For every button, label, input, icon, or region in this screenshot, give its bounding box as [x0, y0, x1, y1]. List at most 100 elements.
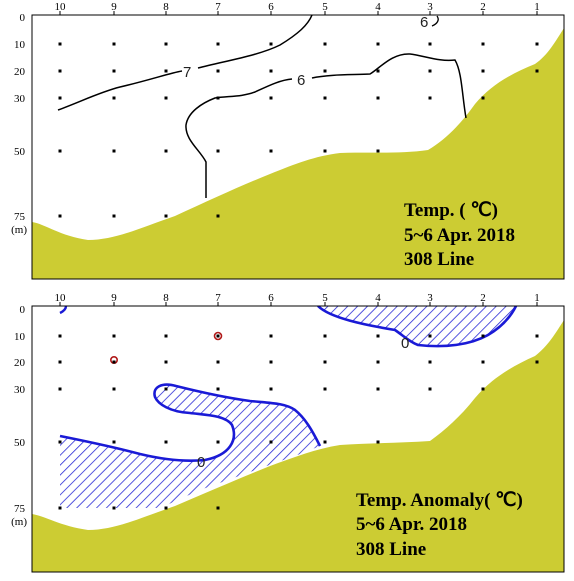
- depth-label: 10: [14, 331, 26, 343]
- sample-dot: [535, 360, 539, 364]
- sample-dot: [112, 506, 116, 510]
- station-label: 8: [163, 1, 169, 13]
- depth-label: 0: [20, 304, 26, 316]
- anomaly-frame: [31, 305, 565, 573]
- temp-contour-label: 6: [297, 72, 305, 89]
- sample-dot: [58, 387, 62, 391]
- depth-label: 0: [20, 12, 26, 24]
- sample-dot: [323, 42, 327, 46]
- temp-depth-labels: 0 10 20 30 50 75(m): [11, 12, 27, 236]
- sample-dot: [112, 214, 116, 218]
- sample-dot: [323, 69, 327, 73]
- sample-dot: [481, 96, 485, 100]
- sample-dot: [164, 506, 168, 510]
- temp-title-line-2: 5~6 Apr. 2018: [404, 225, 515, 246]
- sample-dot: [535, 42, 539, 46]
- sample-dot: [323, 387, 327, 391]
- station-label: 9: [111, 292, 117, 304]
- anomaly-contour-0-top: [317, 306, 518, 348]
- depth-unit-label: (m): [11, 516, 27, 528]
- sample-dot: [58, 42, 62, 46]
- depth-label: 20: [14, 66, 26, 78]
- sample-dot: [428, 96, 432, 100]
- station-label: 2: [480, 1, 486, 13]
- station-label: 10: [55, 1, 67, 13]
- sample-dot: [58, 506, 62, 510]
- station-label: 1: [534, 1, 540, 13]
- sample-dot: [112, 69, 116, 73]
- sample-dot: [164, 96, 168, 100]
- sample-dot: [535, 334, 539, 338]
- sample-dot: [323, 440, 327, 444]
- sample-dot: [164, 69, 168, 73]
- sample-dot: [112, 96, 116, 100]
- depth-label: 30: [14, 384, 26, 396]
- temp-sample-dots: [58, 42, 539, 218]
- sample-dot: [58, 440, 62, 444]
- sample-dot: [58, 334, 62, 338]
- sample-dot: [216, 42, 220, 46]
- sample-dot: [164, 334, 168, 338]
- anomaly-section-panel: 10 9 8 7 6 5 4 3 2 1 0 10 20 30 50 75(m) 0 0 Temp. Ano…: [11, 292, 565, 573]
- sample-dot: [376, 387, 380, 391]
- sample-dot: [216, 69, 220, 73]
- station-label: 4: [375, 292, 381, 304]
- sample-dot: [216, 387, 220, 391]
- anomaly-contour-label: 0: [197, 454, 205, 471]
- temp-frame: [31, 14, 565, 280]
- station-label: 5: [322, 1, 328, 13]
- sample-dot: [216, 214, 220, 218]
- station-label: 5: [322, 292, 328, 304]
- station-label: 4: [375, 1, 381, 13]
- sample-dot: [164, 387, 168, 391]
- station-label: 2: [480, 292, 486, 304]
- temp-title-line-3: 308 Line: [404, 249, 474, 270]
- anomaly-hatched-region-left: [60, 384, 320, 508]
- anomaly-seafloor-land: [32, 320, 564, 572]
- sample-dot: [58, 96, 62, 100]
- depth-label: 75: [14, 211, 26, 223]
- sample-dot: [164, 440, 168, 444]
- sample-dot: [269, 334, 273, 338]
- temp-contour-7: [57, 15, 313, 111]
- sample-dot: [269, 69, 273, 73]
- sample-dot: [216, 96, 220, 100]
- station-label: 6: [268, 1, 274, 13]
- depth-label: 20: [14, 357, 26, 369]
- sample-dot: [376, 96, 380, 100]
- anomaly-title-line-2: 5~6 Apr. 2018: [356, 514, 467, 535]
- sample-dot: [58, 214, 62, 218]
- sample-dot: [269, 387, 273, 391]
- temp-title-line-1: Temp. ( ℃): [404, 200, 498, 221]
- station-label: 6: [268, 292, 274, 304]
- temp-station-ticks: [59, 11, 538, 15]
- depth-label: 10: [14, 39, 26, 51]
- anomaly-station-labels: 10 9 8 7 6 5 4 3 2 1: [55, 292, 540, 304]
- sample-dot: [428, 42, 432, 46]
- anomaly-contour-label: 0: [401, 335, 409, 352]
- sample-dot: [428, 360, 432, 364]
- station-label: 9: [111, 1, 117, 13]
- sample-dot: [376, 440, 380, 444]
- temp-contour-6: [185, 53, 467, 198]
- sample-dot: [216, 334, 220, 338]
- sample-dot: [269, 96, 273, 100]
- sample-dot: [164, 149, 168, 153]
- sample-dot: [481, 360, 485, 364]
- sample-dot: [58, 360, 62, 364]
- sample-dot: [216, 360, 220, 364]
- sample-dot: [112, 360, 116, 364]
- sample-dot: [535, 69, 539, 73]
- sample-dot: [164, 360, 168, 364]
- sample-dot: [269, 440, 273, 444]
- station-label: 8: [163, 292, 169, 304]
- sample-dot: [481, 334, 485, 338]
- sample-dot: [58, 69, 62, 73]
- sample-dot: [216, 149, 220, 153]
- sample-dot: [428, 387, 432, 391]
- sample-dot: [481, 69, 485, 73]
- anomaly-title-line-3: 308 Line: [356, 539, 426, 560]
- temp-section-panel: 10 9 8 7 6 5 4 3 2 1 0 10 20 30 50 75(m) 7 6 6 Temp. (…: [11, 1, 565, 280]
- station-label: 10: [55, 292, 67, 304]
